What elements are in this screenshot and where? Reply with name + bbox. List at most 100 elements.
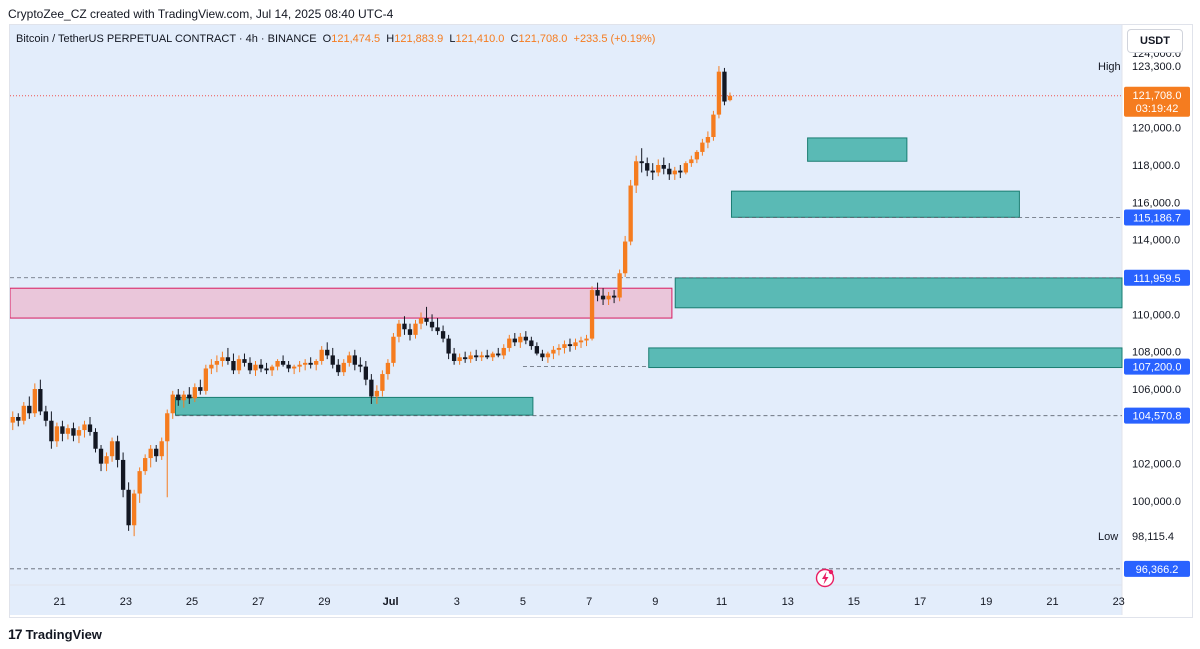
- candle-body-44: [253, 364, 258, 371]
- candle-body-72: [407, 329, 413, 335]
- x-tick-10: 11: [716, 596, 727, 608]
- candle-body-81: [457, 357, 462, 361]
- candle-body-96: [540, 353, 545, 358]
- demand-zone-5: [807, 137, 908, 162]
- tradingview-logo-icon: 17: [8, 626, 23, 642]
- candle-body-102: [573, 342, 578, 347]
- candle-body-125: [700, 142, 705, 152]
- candle-body-105: [589, 290, 595, 339]
- candle-body-59: [336, 364, 341, 373]
- candle-body-61: [347, 355, 352, 363]
- lightning-icon[interactable]: [815, 568, 835, 588]
- candle-body-71: [402, 323, 407, 330]
- currency-button[interactable]: USDT: [1127, 29, 1183, 53]
- candle-body-30: [176, 394, 181, 401]
- candle-body-79: [446, 338, 451, 354]
- candle-body-57: [325, 349, 330, 356]
- plot-background: [10, 25, 1122, 615]
- candle-body-52: [297, 364, 302, 367]
- candle-body-11: [71, 428, 76, 436]
- candle-body-130: [727, 95, 733, 101]
- tradingview-brand: TradingView: [25, 626, 102, 642]
- y-tick-2: 118,000.0: [1132, 160, 1180, 172]
- candle-body-101: [567, 344, 573, 347]
- y-tick-6: 108,000.0: [1132, 347, 1181, 359]
- x-tick-2: 25: [186, 596, 198, 608]
- candle-body-4: [32, 389, 37, 414]
- candle-body-20: [120, 459, 126, 490]
- candle-body-124: [694, 151, 700, 160]
- candle-body-38: [220, 357, 225, 361]
- current-price-tag: 121,708.0: [1133, 90, 1182, 102]
- candle-body-41: [236, 359, 242, 371]
- price-tag-bg-3: [1124, 407, 1190, 424]
- y-tick-3: 116,000.0: [1132, 197, 1180, 209]
- candle-body-112: [628, 185, 633, 242]
- price-tag-4: 96,366.2: [1136, 564, 1179, 576]
- candle-body-99: [556, 347, 562, 350]
- candle-body-70: [396, 323, 402, 337]
- candle-body-73: [413, 323, 418, 335]
- high-label: H: [386, 33, 395, 45]
- low-marker-label: Low: [1098, 531, 1118, 543]
- countdown-timer: 03:19:42: [1136, 103, 1179, 115]
- candle-body-48: [275, 361, 280, 367]
- demand-zone-1: [174, 396, 534, 416]
- candle-body-8: [54, 426, 60, 442]
- candle-body-100: [562, 344, 567, 348]
- candle-body-46: [264, 368, 269, 371]
- candle-body-54: [308, 362, 313, 365]
- candle-body-85: [479, 355, 484, 358]
- candle-body-95: [534, 346, 540, 354]
- x-tick-1: 23: [120, 596, 132, 608]
- candle-body-78: [440, 331, 446, 339]
- candle-body-84: [474, 355, 479, 358]
- candle-body-56: [319, 349, 324, 361]
- candle-body-67: [380, 374, 385, 391]
- candle-body-63: [358, 364, 363, 367]
- price-tag-bg-1: [1124, 269, 1190, 286]
- demand-zone-3: [674, 277, 1123, 309]
- candle-body-117: [656, 165, 661, 173]
- candle-body-116: [650, 170, 655, 173]
- candle-body-109: [611, 295, 617, 298]
- candle-body-10: [65, 428, 71, 434]
- x-tick-5: Jul: [383, 596, 399, 608]
- candle-body-12: [76, 430, 82, 436]
- tradingview-logo[interactable]: 17 TradingView: [8, 626, 102, 642]
- candle-body-111: [622, 241, 628, 274]
- price-tag-0: 115,186.7: [1133, 213, 1181, 225]
- low-value: 121,410.0: [455, 33, 505, 45]
- high-marker-value: 123,300.0: [1132, 61, 1181, 73]
- candle-body-89: [501, 347, 506, 356]
- price-tags-layer: 115,186.7 111,959.5 107,200.0 104,570.8 96,3…: [1124, 86, 1190, 577]
- price-chart[interactable]: 124,000.0120,000.0118,000.0116,000.0114,…: [10, 25, 1190, 615]
- candle-body-47: [269, 366, 275, 371]
- candle-body-3: [27, 405, 32, 414]
- candle-body-86: [485, 355, 490, 358]
- high-value: 121,883.9: [394, 33, 444, 45]
- x-tick-4: 29: [318, 596, 330, 608]
- candle-body-13: [82, 424, 87, 431]
- candle-body-17: [104, 456, 109, 464]
- price-tag-2: 107,200.0: [1133, 362, 1182, 374]
- candle-body-87: [490, 353, 495, 358]
- candle-body-42: [242, 359, 247, 363]
- candle-body-69: [391, 336, 396, 363]
- low-marker-value: 98,115.4: [1132, 531, 1174, 543]
- candle-body-51: [291, 366, 297, 369]
- x-tick-0: 21: [54, 596, 66, 608]
- candle-body-60: [341, 362, 346, 373]
- candle-body-68: [385, 362, 391, 375]
- price-tag-bg-2: [1124, 358, 1190, 375]
- candle-body-121: [678, 170, 683, 173]
- symbol-name[interactable]: Bitcoin / TetherUS PERPETUAL CONTRACT · …: [16, 33, 317, 45]
- close-value: 121,708.0: [518, 33, 568, 45]
- candle-body-33: [192, 387, 197, 399]
- candle-body-114: [639, 161, 644, 164]
- candle-body-106: [595, 290, 600, 296]
- candle-body-58: [330, 355, 335, 365]
- candle-body-43: [247, 362, 253, 371]
- candle-body-77: [435, 327, 440, 332]
- candle-body-82: [462, 357, 468, 360]
